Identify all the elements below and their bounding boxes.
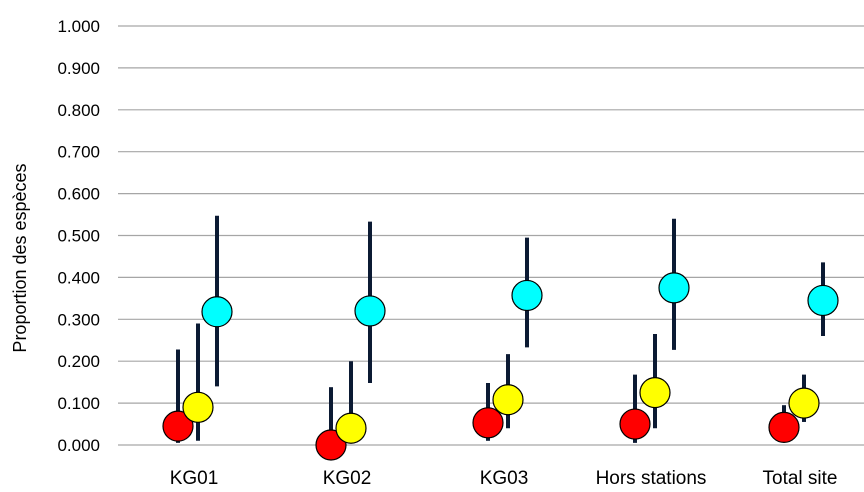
y-tick-label: 0.600 — [57, 185, 100, 204]
x-category-label: Total site — [763, 468, 838, 489]
data-point — [639, 377, 671, 409]
y-tick-label: 0.800 — [57, 101, 100, 120]
y-tick-label: 0.300 — [57, 310, 100, 329]
x-category-label: KG02 — [323, 468, 372, 489]
data-point — [768, 411, 800, 444]
data-point — [807, 284, 839, 317]
data-point — [335, 412, 367, 444]
data-point — [511, 279, 543, 312]
y-tick-label: 0.200 — [57, 352, 100, 371]
y-tick-label: 0.400 — [57, 268, 100, 287]
data-point — [472, 407, 504, 439]
data-point — [201, 296, 233, 328]
gridlines — [118, 25, 864, 446]
data-point — [492, 384, 524, 416]
y-tick-labels: 0.000 0.100 0.200 0.300 0.400 0.500 0.600 0.700… — [57, 17, 100, 455]
y-tick-label: 1.000 — [57, 17, 100, 36]
data-point — [354, 295, 386, 327]
data-point — [182, 391, 214, 423]
y-tick-label: 0.000 — [57, 436, 100, 455]
x-category-label: Hors stations — [596, 468, 707, 489]
x-category-label: KG03 — [480, 468, 529, 489]
y-tick-label: 0.500 — [57, 227, 100, 246]
data-point — [658, 272, 690, 304]
y-tick-label: 0.700 — [57, 143, 100, 162]
y-axis-title: Proportion des espèces — [10, 163, 30, 352]
data-point — [162, 410, 194, 442]
data-points — [162, 272, 839, 461]
data-point — [619, 408, 651, 440]
data-point — [788, 387, 820, 419]
y-tick-label: 0.900 — [57, 59, 100, 78]
x-category-labels: KG01 KG02 KG03 Hors stations Total site — [170, 468, 838, 489]
x-category-label: KG01 — [170, 468, 219, 489]
y-tick-label: 0.100 — [57, 394, 100, 413]
